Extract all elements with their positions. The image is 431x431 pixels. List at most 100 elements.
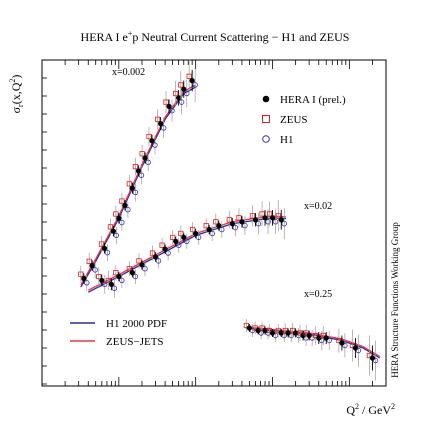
zeus-point (252, 325, 258, 331)
zeus-point (249, 213, 256, 219)
h1-point (165, 250, 171, 256)
hera-point (173, 238, 179, 244)
zeus-point (313, 332, 319, 339)
h1-point (184, 238, 190, 245)
legend-marker-h1 (262, 135, 270, 143)
hera-point (149, 138, 155, 144)
axis-ticks (42, 60, 373, 386)
hera-point (306, 332, 312, 339)
hera-point (216, 223, 222, 229)
h1-point (155, 258, 162, 264)
zeus-point (290, 327, 296, 334)
legend-marker-hera (262, 95, 270, 103)
hera-point (162, 246, 168, 252)
legend-lines: H1 2000 PDF ZEUS−JETS (70, 318, 167, 348)
zeus-point (155, 116, 161, 122)
zeus-point (136, 258, 142, 264)
zeus-point (303, 330, 309, 336)
zeus-point (132, 164, 139, 170)
h1-point (232, 224, 239, 231)
hera-point (369, 355, 376, 361)
legend-label-h1: H1 (280, 134, 293, 146)
zeus-point (159, 242, 165, 248)
fit-curve-zeus-jets (88, 215, 287, 291)
hera-point (99, 277, 105, 284)
hera-point (139, 262, 145, 268)
zeus-point (105, 277, 111, 284)
fit-curve-h1-2000-pdf (88, 217, 287, 293)
zeus-point (139, 151, 145, 157)
hera-point (176, 95, 182, 101)
hera-point (158, 121, 164, 127)
h1-point (142, 265, 148, 272)
zeus-point (320, 332, 326, 339)
hera-point (152, 254, 159, 260)
h1-point (242, 222, 248, 229)
hera-point (300, 332, 306, 339)
h1-point (92, 267, 98, 273)
hera-point (101, 245, 108, 251)
legend-label-zeus: ZEUS (280, 114, 308, 126)
hera-point (262, 327, 268, 334)
legend-markers: HERA I (prel.) ZEUS H1 (262, 94, 346, 146)
hera-point (285, 330, 291, 336)
h1-point (176, 242, 182, 248)
zeus-point (349, 342, 356, 349)
hera-point (108, 281, 114, 287)
side-note: HERA Structure Functions Working Group (390, 222, 400, 378)
bin-label-x025: x=0.25 (304, 289, 332, 300)
h1-point (132, 189, 139, 196)
h1-point (160, 125, 167, 131)
zeus-point (275, 213, 281, 219)
h1-point (138, 172, 145, 178)
hera-point (316, 335, 322, 341)
hera-point (181, 86, 187, 92)
zeus-point (259, 211, 265, 217)
hera-point (229, 221, 235, 227)
h1-point (145, 159, 151, 166)
hera-point (252, 217, 259, 223)
hera-point (262, 215, 268, 221)
hera-point (135, 168, 142, 174)
zeus-point (126, 266, 132, 272)
h1-point (169, 108, 175, 114)
fit-curve-zeus-jets (80, 84, 197, 286)
hera-point (110, 228, 117, 234)
hera-point (239, 219, 245, 225)
zeus-point (126, 181, 132, 187)
zeus-point (170, 234, 176, 240)
hera-point (181, 234, 187, 240)
zeus-point (119, 198, 125, 204)
h1-point (178, 99, 185, 105)
zeus-point (86, 258, 92, 264)
zeus-point (149, 250, 156, 256)
hera-point (166, 103, 172, 110)
zeus-point (78, 271, 84, 277)
hera-point (116, 215, 122, 221)
h1-point (255, 220, 262, 227)
zeus-point (178, 230, 184, 237)
hera-point (352, 345, 359, 351)
zeus-point (282, 327, 288, 334)
zeus-point (213, 219, 219, 225)
zeus-point (275, 327, 281, 334)
bin-label-x002: x=0.02 (304, 201, 332, 212)
zeus-point (178, 82, 184, 88)
h1-point (152, 142, 158, 148)
hera-point (293, 330, 299, 336)
zeus-point (226, 217, 232, 223)
hera-point (129, 270, 135, 276)
h1-point (192, 82, 198, 88)
zeus-point (266, 211, 273, 217)
hera-point (206, 226, 212, 233)
zeus-point (190, 226, 196, 233)
legend-line-label-h1-pdf: H1 2000 PDF (106, 318, 167, 330)
hera-point (81, 275, 87, 282)
hera-point (193, 230, 199, 237)
fit-curve-h1-2000-pdf (80, 86, 197, 288)
zeus-point (203, 223, 209, 229)
zeus-point (186, 73, 192, 79)
h1-point (84, 280, 90, 286)
zeus-point (297, 330, 303, 336)
